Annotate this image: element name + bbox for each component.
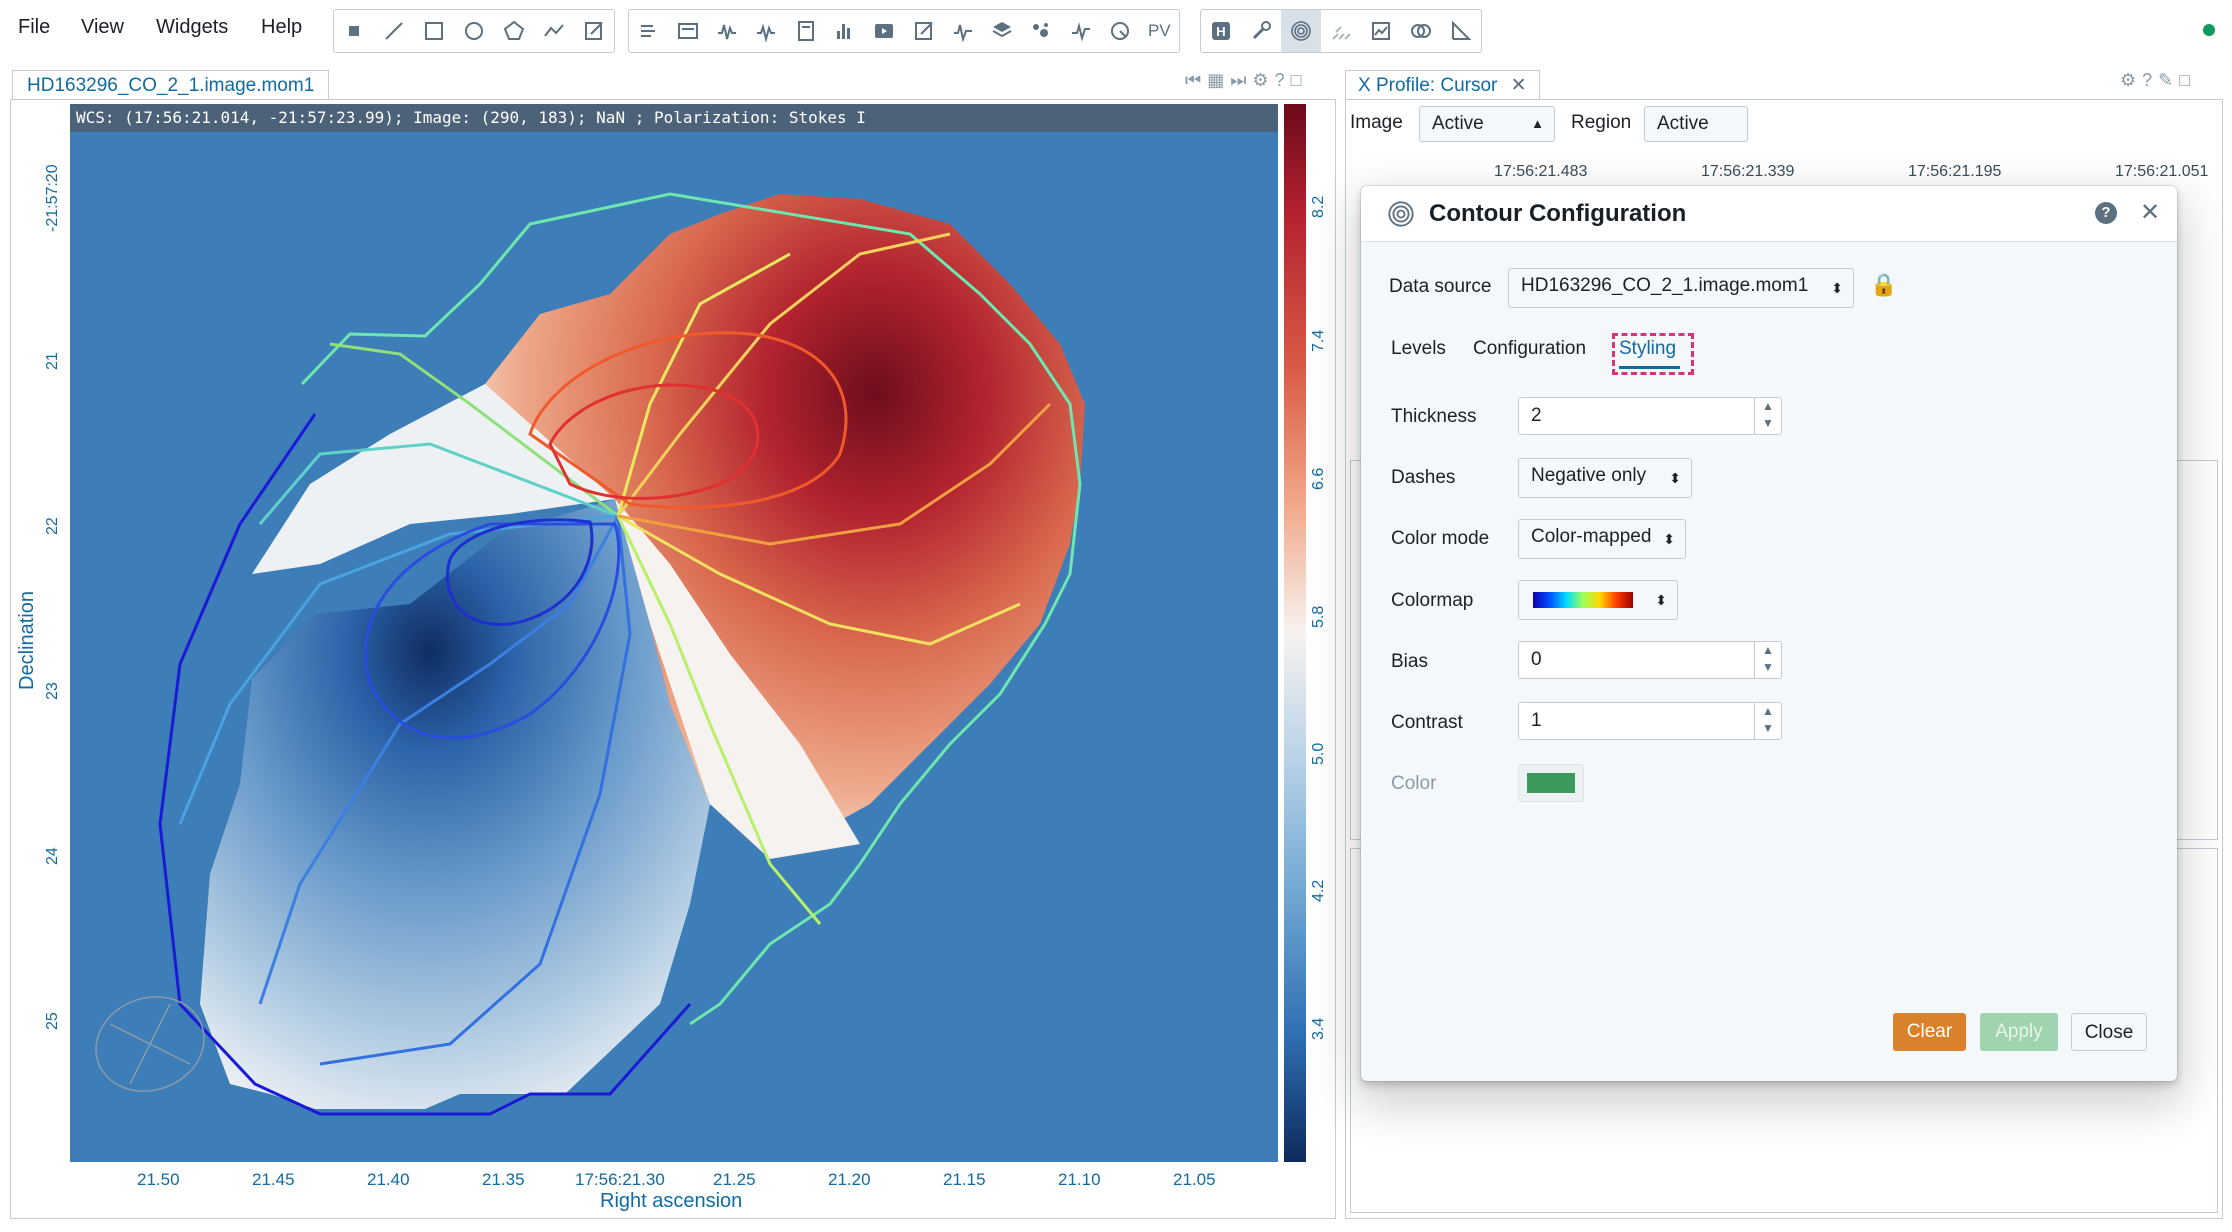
image-panel-controls: ⏮ ▦ ⏭ ⚙ ? □: [1185, 70, 1301, 91]
close-icon[interactable]: ✕: [2140, 199, 2161, 226]
image-label: Image: [1350, 112, 1403, 133]
colorbar-label: 8.2: [1310, 195, 1327, 218]
dec-tick-label: 21: [44, 352, 61, 370]
colorbar-label: 4.2: [1310, 879, 1327, 902]
moment-map: [95, 192, 1085, 1116]
line-icon[interactable]: [374, 10, 414, 52]
contour-icon: [1388, 201, 1414, 227]
statistics-icon[interactable]: [786, 10, 825, 52]
ra-tick-label: 21.35: [482, 1170, 525, 1189]
vector-overlay-icon[interactable]: [1321, 10, 1361, 52]
render-config-icon[interactable]: [904, 10, 943, 52]
preferences-icon[interactable]: [1241, 10, 1281, 52]
image-canvas[interactable]: [70, 104, 1278, 1162]
file-info-icon[interactable]: [668, 10, 707, 52]
help-icon[interactable]: ?: [2142, 70, 2153, 90]
ra-tick-label: 21.10: [1058, 1170, 1101, 1189]
annotation-icon[interactable]: [574, 10, 614, 52]
region-select[interactable]: Active: [1644, 106, 1748, 142]
polyline-icon[interactable]: [534, 10, 574, 52]
x-profile-tab[interactable]: X Profile: Cursor ✕: [1345, 70, 1540, 100]
spectral-profile-icon[interactable]: [747, 10, 786, 52]
polygon-icon[interactable]: [494, 10, 534, 52]
animator-icon[interactable]: [865, 10, 904, 52]
dec-tick-label: -21:57:20: [44, 164, 61, 232]
y-axis-label: Declination: [16, 591, 38, 690]
menu-help[interactable]: Help: [261, 16, 303, 38]
point-icon[interactable]: [334, 10, 374, 52]
colorbar-label: 7.4: [1310, 329, 1327, 352]
ra-tick-label: 21.15: [943, 1170, 986, 1189]
histogram-icon[interactable]: [825, 10, 864, 52]
last-frame-icon[interactable]: ⏭: [1230, 70, 1247, 90]
image-select[interactable]: Active ▲: [1419, 106, 1555, 142]
dialog-header: Contour Configuration ? ✕: [1361, 186, 2177, 242]
menu-bar: File View Widgets Help: [0, 0, 2232, 62]
ra-tick-label: 21.05: [1173, 1170, 1216, 1189]
grid-layout-icon[interactable]: ▦: [1207, 70, 1225, 90]
colorbar: [1284, 104, 1306, 1162]
ra-tick-label: 21.20: [828, 1170, 871, 1189]
contour-icon[interactable]: [1281, 10, 1321, 52]
gear-icon[interactable]: ⚙: [1252, 70, 1269, 90]
spectral-matching-icon[interactable]: [1401, 10, 1441, 52]
maximize-icon[interactable]: □: [2179, 70, 2191, 90]
cursor-info-bar: WCS: (17:56:21.014, -21:57:23.99); Image…: [70, 104, 1278, 132]
ra-tick-label: 21.25: [713, 1170, 756, 1189]
dec-tick-label: 23: [44, 682, 61, 700]
colorbar-label: 3.4: [1310, 1017, 1327, 1040]
svg-text:H: H: [1216, 24, 1225, 39]
spatial-profile-icon[interactable]: [708, 10, 747, 52]
x-axis-label: Right ascension: [600, 1190, 743, 1212]
region-toolbar: [333, 9, 615, 53]
profile-tick-label: 17:56:21.339: [1701, 163, 1795, 180]
close-tab-icon[interactable]: ✕: [1510, 75, 1527, 96]
help-icon[interactable]: ?: [1274, 70, 1285, 90]
dec-tick-label: 22: [44, 517, 61, 535]
moment-icon[interactable]: [1100, 10, 1139, 52]
dec-tick-label: 25: [44, 1012, 61, 1030]
rectangle-icon[interactable]: [414, 10, 454, 52]
menu-view[interactable]: View: [81, 16, 124, 38]
profile-tick-label: 17:56:21.195: [1908, 163, 2002, 180]
dec-tick-label: 24: [44, 847, 61, 865]
maximize-icon[interactable]: □: [1290, 70, 1302, 90]
help-icon[interactable]: ?: [2095, 202, 2117, 224]
profile-tick-label: 17:56:21.483: [1494, 163, 1588, 180]
spectral-line-icon[interactable]: [1061, 10, 1100, 52]
colorbar-label: 5.8: [1310, 605, 1327, 628]
stokes-icon[interactable]: [943, 10, 982, 52]
x-profile-tab-label: X Profile: Cursor: [1358, 75, 1498, 96]
ra-tick-label: 21.50: [137, 1170, 180, 1189]
pv-icon[interactable]: PV: [1147, 21, 1171, 40]
widget-toolbar: PV: [628, 9, 1180, 53]
pin-icon[interactable]: ✎: [2158, 70, 2174, 90]
ellipse-icon[interactable]: [454, 10, 494, 52]
header-icon[interactable]: [629, 10, 668, 52]
region-label: Region: [1571, 112, 1632, 133]
ra-tick-label: 17:56:21.30: [575, 1170, 665, 1189]
first-frame-icon[interactable]: ⏮: [1185, 70, 1202, 90]
region-manager-icon[interactable]: [1361, 10, 1401, 52]
connection-status-icon: [2203, 24, 2215, 36]
contour-config-dialog: Contour Configuration ? ✕: [1361, 186, 2177, 1081]
menu-widgets[interactable]: Widgets: [156, 16, 229, 38]
profile-tick-label: 17:56:21.051: [2115, 163, 2209, 180]
menu-file[interactable]: File: [18, 16, 51, 38]
distance-icon[interactable]: [1441, 10, 1481, 52]
colorbar-label: 6.6: [1310, 467, 1327, 490]
gear-icon[interactable]: ⚙: [2120, 70, 2137, 90]
layers-icon[interactable]: [983, 10, 1022, 52]
dialog-toolbar: H: [1200, 9, 1482, 53]
catalog-icon[interactable]: [1022, 10, 1061, 52]
profile-panel-controls: ⚙ ? ✎ □: [2120, 70, 2190, 91]
hub-icon[interactable]: H: [1201, 10, 1241, 52]
ra-tick-label: 21.40: [367, 1170, 410, 1189]
dialog-title: Contour Configuration: [1429, 200, 1687, 227]
image-view-tab[interactable]: HD163296_CO_2_1.image.mom1: [12, 70, 330, 100]
ra-tick-label: 21.45: [252, 1170, 295, 1189]
colorbar-label: 5.0: [1310, 742, 1327, 765]
